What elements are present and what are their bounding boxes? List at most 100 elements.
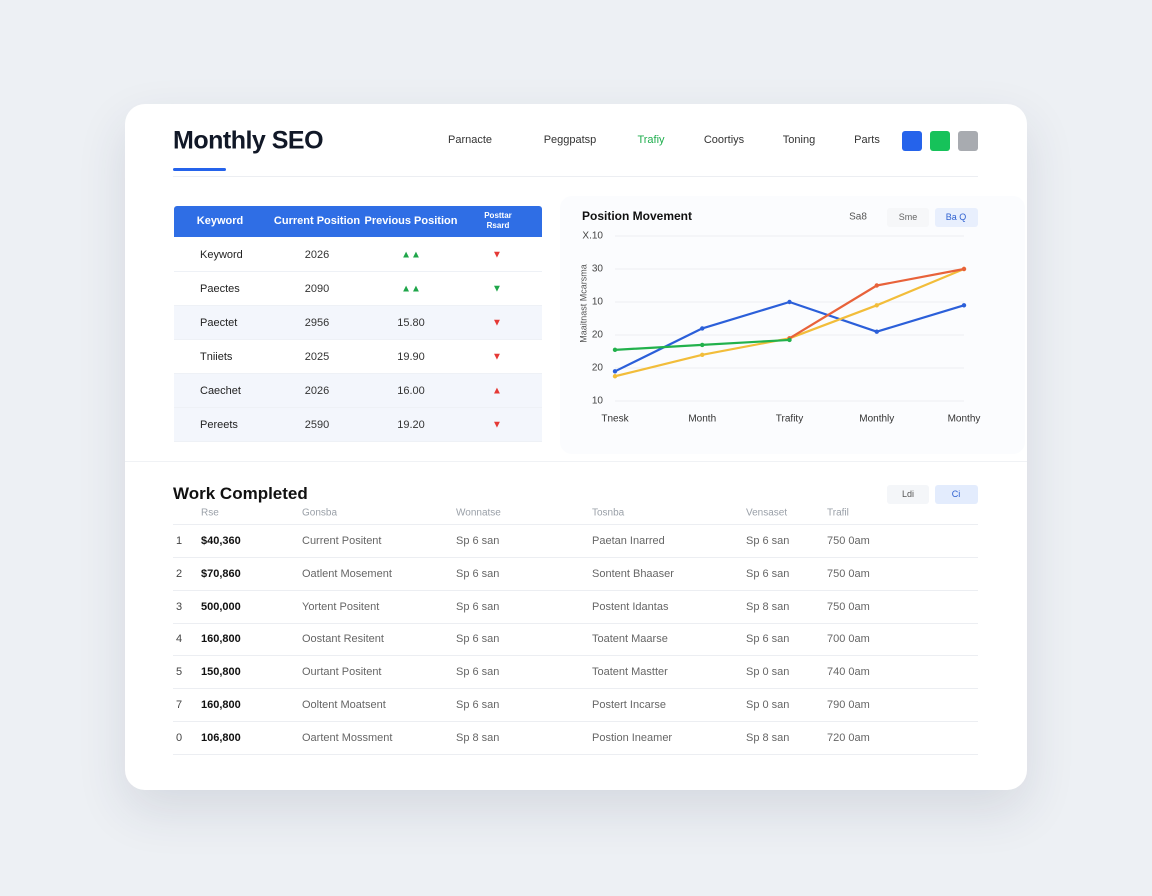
- table-cell: Sp 6 san: [456, 699, 500, 711]
- table-cell: 160,800: [201, 699, 241, 711]
- nav-item[interactable]: Toning: [782, 134, 816, 146]
- table-row: [174, 272, 542, 306]
- table-cell: Postert Incarse: [592, 699, 666, 711]
- table-cell: Sp 6 san: [456, 633, 500, 646]
- divider: [125, 461, 1027, 462]
- page-title: Monthly SEO: [173, 126, 324, 155]
- table-cell: Sp 6 san: [746, 633, 790, 646]
- table-cell: Sp 8 san: [746, 731, 790, 744]
- button[interactable]: [887, 485, 929, 504]
- divider: [173, 524, 978, 525]
- nav-item[interactable]: Parts: [854, 134, 880, 146]
- column-header: Wonnatse: [456, 507, 501, 519]
- table-cell: Sontent Bhaaser: [592, 567, 674, 580]
- chart-tab-bg[interactable]: [935, 208, 978, 227]
- change-arrow: ▼: [492, 419, 502, 431]
- previous-position: ▲▲: [401, 249, 421, 261]
- table-cell: Oostant Resitent: [302, 633, 384, 646]
- data-point: [700, 352, 705, 357]
- table-cell: Sp 6 san: [746, 567, 790, 580]
- data-point: [612, 347, 618, 353]
- table-cell: 750 0am: [827, 600, 870, 613]
- divider: [173, 688, 978, 690]
- chart-tab[interactable]: Sme: [898, 212, 918, 222]
- table-cell: Sp 6 san: [456, 535, 500, 547]
- color-swatch[interactable]: [958, 131, 978, 151]
- line-chart: Position Movement Maaitnast Mcarsma 10 20 20…: [578, 209, 981, 425]
- divider: [173, 176, 978, 177]
- divider: [173, 622, 978, 624]
- chart-tab[interactable]: Sa8: [849, 211, 867, 223]
- table-cell: Oartent Mossment: [302, 731, 393, 744]
- table-cell: 500,000: [201, 600, 241, 613]
- table-row: [174, 306, 542, 340]
- column-header: Keyword: [196, 215, 244, 227]
- data-point: [612, 369, 618, 374]
- y-tick-label: 30: [592, 264, 604, 275]
- color-swatch[interactable]: [902, 131, 922, 151]
- keyword: Keyword: [200, 249, 243, 261]
- table-cell: 7: [176, 699, 183, 711]
- nav-item[interactable]: Peggpatsp: [543, 134, 597, 146]
- change-arrow: ▲: [492, 385, 502, 397]
- data-point: [961, 303, 967, 308]
- button-label[interactable]: Ci: [951, 489, 961, 499]
- table-cell: 5: [176, 666, 183, 679]
- x-tick-label: Monthy: [948, 414, 981, 425]
- chart-title: Position Movement: [582, 209, 692, 223]
- table-header: [174, 206, 542, 237]
- table-cell: Sp 6 san: [456, 666, 500, 679]
- y-tick-label: 10: [592, 396, 604, 407]
- table-cell: 4: [176, 633, 183, 646]
- table-cell: 700 0am: [827, 633, 870, 646]
- keyword: Pereets: [200, 419, 238, 431]
- column-header: Gonsba: [302, 507, 338, 519]
- table-cell: 1: [176, 535, 183, 547]
- chart-tab-bg[interactable]: [887, 208, 929, 227]
- divider: [173, 589, 978, 591]
- table-cell: Toatent Mastter: [592, 666, 668, 679]
- table-cell: Sp 8 san: [456, 731, 500, 744]
- series-line: [614, 267, 965, 378]
- table-cell: Paetan Inarred: [592, 535, 665, 547]
- data-point: [787, 299, 792, 305]
- color-swatch[interactable]: [930, 131, 950, 151]
- table-cell: Sp 8 san: [746, 600, 790, 613]
- column-header: Previous Position: [364, 215, 458, 227]
- x-tick-label: Monthly: [859, 414, 894, 425]
- nav-item[interactable]: Trafiy: [637, 134, 665, 146]
- previous-position: 16.00: [397, 385, 425, 397]
- previous-position: 19.90: [397, 351, 425, 363]
- change-arrow: ▼: [492, 317, 502, 329]
- keyword: Tniiets: [200, 351, 233, 363]
- keyword: Caechet: [200, 385, 241, 397]
- nav-item[interactable]: Coortiys: [703, 134, 745, 146]
- chart-tab[interactable]: Ba Q: [945, 212, 967, 222]
- table-cell: 0: [176, 731, 183, 744]
- table-cell: Postion Ineamer: [592, 731, 673, 744]
- table-cell: 2: [176, 567, 183, 580]
- button[interactable]: [935, 485, 978, 504]
- y-axis-label: Maaitnast Mcarsma: [578, 264, 588, 343]
- keyword: Paectes: [200, 283, 240, 295]
- column-header: Rse: [201, 507, 219, 519]
- table-cell: 790 0am: [827, 699, 870, 711]
- previous-position: ▲▲: [401, 283, 421, 295]
- change-arrow: ▼: [492, 351, 502, 363]
- data-point: [612, 374, 618, 379]
- table-cell: Sp 6 san: [456, 567, 500, 580]
- column-header: Tosnba: [592, 507, 625, 519]
- x-tick-label: Tnesk: [601, 414, 629, 425]
- data-point: [874, 329, 879, 334]
- table-cell: Postent Idantas: [592, 600, 669, 613]
- button-label[interactable]: Ldi: [901, 489, 915, 499]
- nav-item[interactable]: Parnacte: [447, 134, 493, 146]
- table-cell: 750 0am: [827, 567, 870, 580]
- current-position: 2025: [304, 351, 330, 363]
- table-cell: Toatent Maarse: [592, 633, 668, 646]
- divider: [173, 655, 978, 657]
- section-title: Work Completed: [173, 484, 308, 503]
- current-position: 2026: [304, 249, 330, 261]
- data-point: [787, 337, 792, 343]
